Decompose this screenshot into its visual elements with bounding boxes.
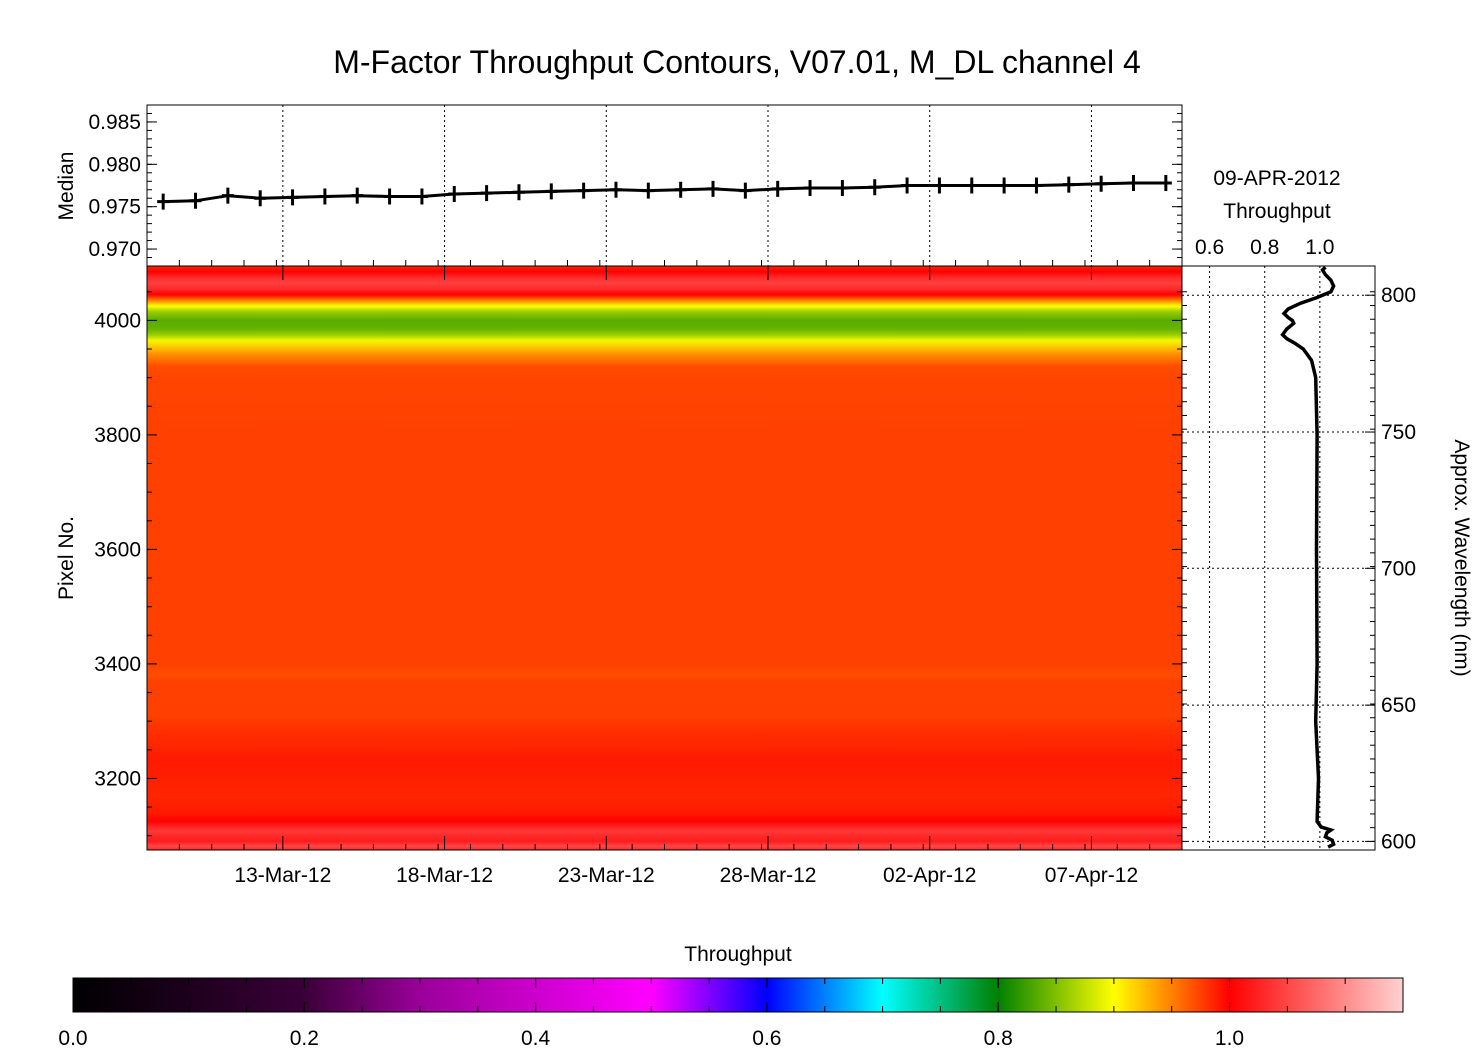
contour-x-axis: 13-Mar-12 18-Mar-12 23-Mar-12 28-Mar-12 02-A… xyxy=(178,266,1151,887)
median-point xyxy=(998,177,1011,194)
profile-x-tick-label: 1.0 xyxy=(1305,236,1334,259)
median-point xyxy=(189,192,202,209)
median-point xyxy=(545,183,558,200)
profile-line xyxy=(1280,265,1336,849)
profile-panel: 09-APR-2012 Throughput 0.6 0.8 1.0 600 650 7… xyxy=(1181,167,1473,853)
contour-ylabel: Pixel No. xyxy=(55,516,78,600)
profile-date: 09-APR-2012 xyxy=(1213,167,1340,190)
x-tick-label: 28-Mar-12 xyxy=(720,864,817,887)
wavelength-tick-label: 650 xyxy=(1381,694,1416,717)
median-point xyxy=(836,180,849,197)
y-tick-label: 3600 xyxy=(94,538,141,561)
median-point xyxy=(512,184,525,201)
median-point xyxy=(868,179,881,196)
y-tick-label: 3800 xyxy=(94,424,141,447)
y-tick-label: 3400 xyxy=(94,653,141,676)
colorbar-gradient xyxy=(72,977,1404,1013)
median-point xyxy=(901,177,914,194)
profile-x-axis: 0.6 0.8 1.0 xyxy=(1195,236,1334,259)
median-point xyxy=(1159,174,1172,191)
wavelength-tick-label: 700 xyxy=(1381,557,1416,580)
y-tick-label: 3200 xyxy=(94,767,141,790)
y-tick-label: 0.985 xyxy=(88,111,141,134)
x-tick-label: 18-Mar-12 xyxy=(396,864,493,887)
x-tick-label: 23-Mar-12 xyxy=(558,864,655,887)
profile-xlabel: Throughput xyxy=(1223,200,1331,223)
profile-x-tick-label: 0.8 xyxy=(1250,236,1279,259)
median-point xyxy=(286,189,299,206)
contour-heatmap xyxy=(147,266,1182,850)
wavelength-label: Approx. Wavelength (nm) xyxy=(1450,439,1473,676)
colorbar-tick-label: 1.0 xyxy=(1215,1027,1244,1050)
median-point xyxy=(448,185,461,202)
median-point xyxy=(933,177,946,194)
median-point xyxy=(674,181,687,198)
contour-panel: 13-Mar-12 18-Mar-12 23-Mar-12 28-Mar-12 02-A… xyxy=(55,265,1183,887)
median-point xyxy=(415,188,428,205)
colorbar-tick-label: 0.6 xyxy=(752,1027,781,1050)
wavelength-tick-label: 750 xyxy=(1381,421,1416,444)
median-point xyxy=(157,193,170,210)
median-line xyxy=(163,181,1166,204)
median-point xyxy=(1062,176,1075,193)
median-point xyxy=(804,180,817,197)
median-point xyxy=(1095,175,1108,192)
median-point xyxy=(318,188,331,205)
x-tick-label: 13-Mar-12 xyxy=(234,864,331,887)
colorbar-tick-label: 0.8 xyxy=(984,1027,1013,1050)
colorbar-tick-label: 0.0 xyxy=(58,1027,87,1050)
median-markers xyxy=(157,174,1172,210)
median-point xyxy=(707,180,720,197)
median-point xyxy=(609,181,622,198)
median-point xyxy=(739,182,752,199)
x-tick-label: 02-Apr-12 xyxy=(883,864,976,887)
median-point xyxy=(221,187,234,204)
profile-x-tick-label: 0.6 xyxy=(1195,236,1224,259)
wavelength-tick-label: 800 xyxy=(1381,284,1416,307)
median-point xyxy=(383,188,396,205)
y-tick-label: 0.975 xyxy=(88,196,141,219)
median-ylabel: Median xyxy=(55,152,78,221)
colorbar-tick-label: 0.4 xyxy=(521,1027,551,1050)
median-panel: 0.970 0.975 0.980 0.985 Median xyxy=(55,104,1183,267)
wavelength-axis: 600 650 700 750 800 xyxy=(1182,284,1416,853)
median-point xyxy=(351,187,364,204)
colorbar-title: Throughput xyxy=(684,943,792,966)
contour-y-axis: 3200 3400 3600 3800 4000 xyxy=(94,291,1182,837)
median-point xyxy=(480,185,493,202)
median-point xyxy=(1127,174,1140,191)
colorbar-tick-label: 0.2 xyxy=(290,1027,319,1050)
colorbar: Throughput 0.0 0.2 0.4 0.6 0.8 1.0 xyxy=(58,943,1404,1050)
wavelength-tick-label: 600 xyxy=(1381,830,1416,853)
x-tick-label: 07-Apr-12 xyxy=(1045,864,1138,887)
profile-frame xyxy=(1181,265,1376,851)
median-point xyxy=(771,180,784,197)
median-y-axis: 0.970 0.975 0.980 0.985 xyxy=(88,111,1182,261)
median-point xyxy=(577,182,590,199)
colorbar-ticks: 0.0 0.2 0.4 0.6 0.8 1.0 xyxy=(58,978,1346,1050)
profile-grid xyxy=(1182,266,1375,850)
median-point xyxy=(254,190,267,207)
chart-title: M-Factor Throughput Contours, V07.01, M_… xyxy=(333,44,1141,80)
y-tick-label: 0.970 xyxy=(88,238,141,261)
y-tick-label: 0.980 xyxy=(88,153,141,176)
median-point xyxy=(965,177,978,194)
median-point xyxy=(1030,177,1043,194)
median-point xyxy=(642,182,655,199)
y-tick-label: 4000 xyxy=(94,309,141,332)
